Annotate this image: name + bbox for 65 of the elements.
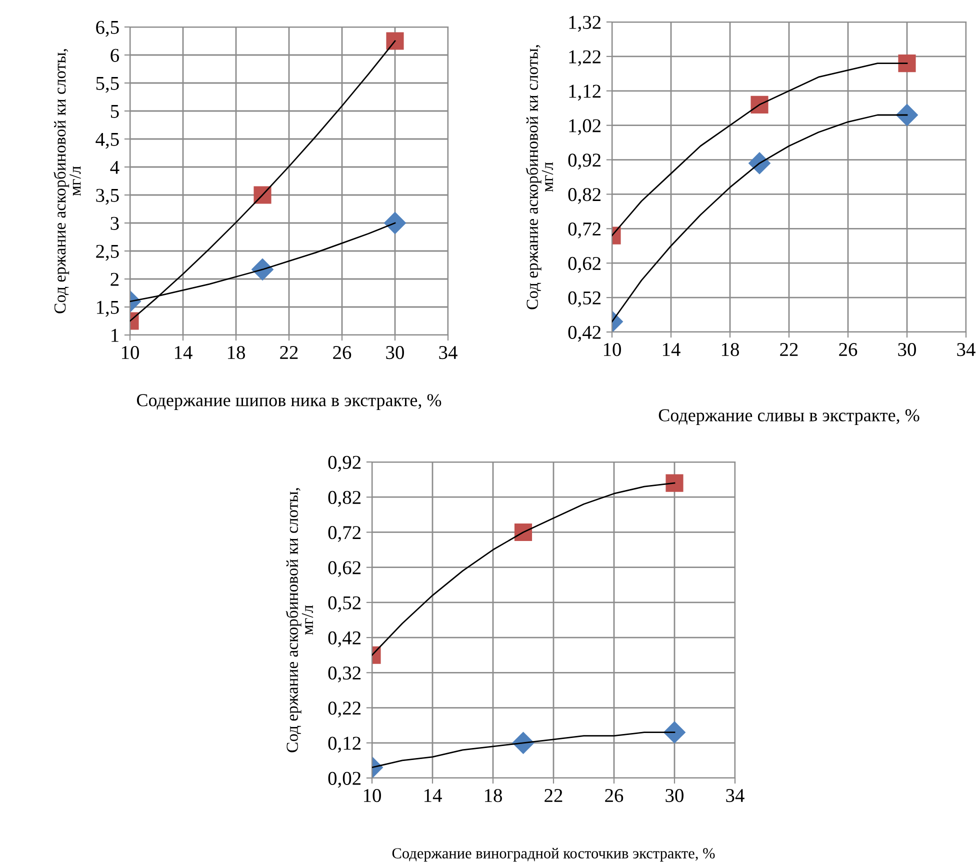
y-tick-label: 0,22 bbox=[328, 702, 361, 718]
x-tick-label: 22 bbox=[280, 346, 298, 359]
y-tick-label: 4,5 bbox=[96, 132, 119, 149]
point bbox=[663, 721, 686, 744]
x-tick-label: 18 bbox=[228, 346, 245, 360]
y-tick-label: 0,92 bbox=[568, 154, 601, 170]
y-tick-label: 3 bbox=[110, 216, 119, 230]
y-tick-label: 1 bbox=[112, 328, 118, 342]
x-tick-label: 30 bbox=[898, 342, 916, 356]
y-tick-label: 4 bbox=[110, 160, 120, 174]
y-axis-title: Сод ержание аскорбиновой ки слоты, мг/л bbox=[54, 49, 81, 314]
y-tick-label: 1,22 bbox=[569, 50, 601, 66]
y-axis-title: Сод ержание аскорбиновой ки слоты, мг/л bbox=[526, 45, 554, 310]
y-tick-label: 1,12 bbox=[569, 84, 601, 101]
y-tick-label: 0,72 bbox=[568, 222, 601, 238]
x-tick-label: 18 bbox=[722, 342, 739, 356]
x-tick-label: 34 bbox=[957, 343, 976, 356]
x-axis-title: Содержание сливы в экстракте, % bbox=[658, 409, 920, 426]
x-tick-label: 26 bbox=[839, 343, 858, 356]
y-tick-label: 0,52 bbox=[568, 291, 601, 308]
x-tick-label: 14 bbox=[662, 343, 680, 356]
x-tick-label: 10 bbox=[604, 342, 621, 356]
y-tick-label: 5,5 bbox=[96, 77, 119, 93]
x-axis-title: Содержание шипов ника в экстракте, % bbox=[136, 394, 442, 410]
point bbox=[386, 32, 404, 50]
y-tick-label: 1,02 bbox=[569, 119, 601, 136]
y-tick-label: 0,12 bbox=[328, 736, 361, 753]
x-tick-label: 10 bbox=[122, 346, 139, 360]
x-tick-label: 22 bbox=[780, 343, 798, 356]
x-tick-label: 26 bbox=[605, 789, 624, 802]
point bbox=[384, 212, 406, 234]
x-tick-label: 30 bbox=[666, 788, 684, 802]
x-tick-label: 22 bbox=[544, 789, 562, 802]
y-tick-label: 6 bbox=[110, 48, 120, 62]
x-tick-label: 34 bbox=[439, 346, 458, 360]
y-tick-label: 5 bbox=[110, 105, 119, 118]
y-tick-label: 0,52 bbox=[328, 596, 361, 612]
y-tick-label: 1,5 bbox=[96, 300, 119, 317]
y-tick-label: 0,32 bbox=[328, 666, 361, 682]
y-tick-label: 0,82 bbox=[568, 188, 601, 204]
point bbox=[896, 104, 918, 126]
point bbox=[666, 474, 684, 492]
y-tick-label: 1,32 bbox=[569, 16, 601, 32]
y-tick-label: 6,5 bbox=[96, 20, 119, 37]
x-tick-label: 10 bbox=[364, 788, 381, 802]
y-axis-title: Сод ержание аскорбиновой ки слоты, мг/л bbox=[286, 488, 314, 752]
y-tick-label: 0,02 bbox=[328, 772, 361, 788]
x-tick-label: 26 bbox=[333, 346, 352, 360]
y-tick-label: 0,42 bbox=[328, 631, 361, 648]
y-tick-label: 0,42 bbox=[568, 326, 601, 342]
x-tick-label: 30 bbox=[386, 346, 404, 360]
y-tick-label: 0,62 bbox=[568, 256, 601, 273]
y-tick-label: 3,5 bbox=[96, 188, 119, 205]
y-tick-label: 2 bbox=[110, 272, 119, 286]
x-tick-label: 14 bbox=[174, 346, 192, 359]
point bbox=[898, 54, 916, 72]
y-tick-label: 0,72 bbox=[328, 526, 361, 542]
x-tick-label: 18 bbox=[484, 788, 502, 802]
x-tick-label: 14 bbox=[424, 789, 442, 802]
y-tick-label: 0,92 bbox=[328, 456, 361, 472]
y-tick-label: 0,82 bbox=[328, 490, 361, 507]
x-tick-label: 34 bbox=[726, 789, 744, 802]
x-axis-title: Содержание виноградной косточкив экстракте, % bbox=[392, 848, 715, 862]
y-tick-label: 0,62 bbox=[328, 561, 361, 578]
y-tick-label: 2,5 bbox=[96, 244, 119, 261]
